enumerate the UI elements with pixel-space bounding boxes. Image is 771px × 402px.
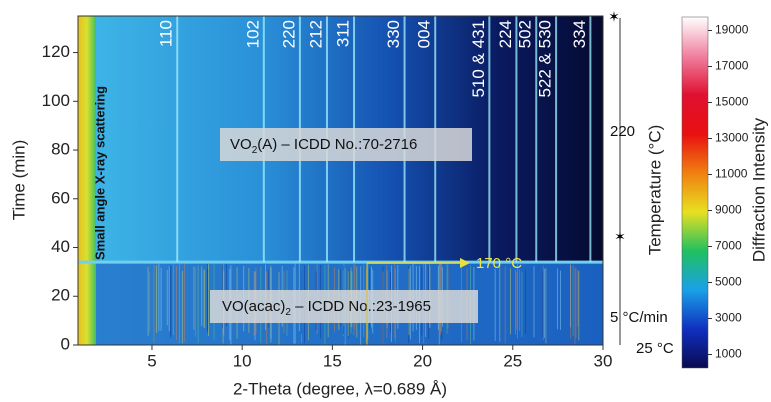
colorbar-tick-label: 11000 bbox=[715, 167, 748, 181]
y-tick-label: 100 bbox=[42, 91, 70, 110]
colorbar-tick-label: 9000 bbox=[715, 203, 742, 217]
colorbar bbox=[681, 16, 709, 369]
y-tick-label: 0 bbox=[61, 334, 70, 353]
peak-label: 522 & 530 bbox=[536, 20, 555, 98]
peak-label: 110 bbox=[157, 20, 176, 47]
temperature-annotation: 5 °C/min bbox=[610, 309, 668, 326]
colorbar-tick-label: 13000 bbox=[715, 131, 749, 145]
phase-label: VO(acac)2 – ICDD No.:23-1965 bbox=[222, 298, 431, 318]
temperature-label: Temperature (°C) bbox=[645, 125, 664, 256]
colorbar-label: Diffraction Intensity bbox=[749, 117, 768, 262]
phase-box bbox=[210, 290, 478, 323]
small-angle-label: Small angle X-ray scattering bbox=[92, 86, 107, 260]
y-tick-label: 20 bbox=[51, 286, 70, 305]
colorbar-tick-label: 7000 bbox=[715, 239, 742, 253]
colorbar-tick-label: 3000 bbox=[715, 311, 742, 325]
peak-label: 334 bbox=[570, 20, 589, 48]
x-axis-label: 2-Theta (degree, λ=0.689 Å) bbox=[233, 379, 447, 398]
y-tick-label: 80 bbox=[51, 140, 70, 159]
marker: ✶ bbox=[608, 9, 620, 25]
plot-frame bbox=[77, 15, 604, 346]
peak-label: 330 bbox=[384, 20, 403, 48]
colorbar-tick-label: 17000 bbox=[715, 59, 749, 73]
temperature-annotation: 220 bbox=[610, 123, 635, 140]
y-axis-label: Time (min) bbox=[9, 140, 28, 221]
marker: ✶ bbox=[614, 229, 626, 245]
peak-label: 220 bbox=[279, 20, 298, 48]
peak-label: 510 & 431 bbox=[469, 20, 488, 98]
x-tick-label: 20 bbox=[413, 351, 432, 370]
colorbar-tick-label: 5000 bbox=[715, 275, 742, 289]
peak-label: 102 bbox=[243, 20, 262, 48]
x-tick-label: 25 bbox=[503, 351, 522, 370]
arrow-head bbox=[460, 258, 470, 268]
phase-label: VO2(A) – ICDD No.:70-2716 bbox=[230, 136, 417, 156]
y-tick-label: 60 bbox=[51, 188, 70, 207]
phase-box bbox=[220, 128, 472, 161]
x-tick-label: 30 bbox=[594, 351, 613, 370]
y-tick-label: 120 bbox=[42, 42, 70, 61]
y-tick-label: 40 bbox=[51, 237, 70, 256]
peak-label: 212 bbox=[306, 20, 325, 48]
peak-label: 004 bbox=[415, 20, 434, 48]
x-tick-label: 10 bbox=[233, 351, 252, 370]
colorbar-tick-label: 1000 bbox=[715, 347, 742, 361]
peak-label: 224 bbox=[496, 20, 515, 48]
peak-label: 502 bbox=[516, 20, 535, 48]
colorbar-tick-label: 15000 bbox=[715, 95, 749, 109]
temperature-annotation: 170 °C bbox=[476, 255, 522, 272]
peak-label: 311 bbox=[334, 20, 353, 47]
colorbar-tick-label: 19000 bbox=[715, 23, 749, 37]
temperature-annotation: 25 °C bbox=[636, 340, 674, 357]
x-tick-label: 15 bbox=[323, 351, 342, 370]
x-tick-label: 5 bbox=[147, 351, 156, 370]
